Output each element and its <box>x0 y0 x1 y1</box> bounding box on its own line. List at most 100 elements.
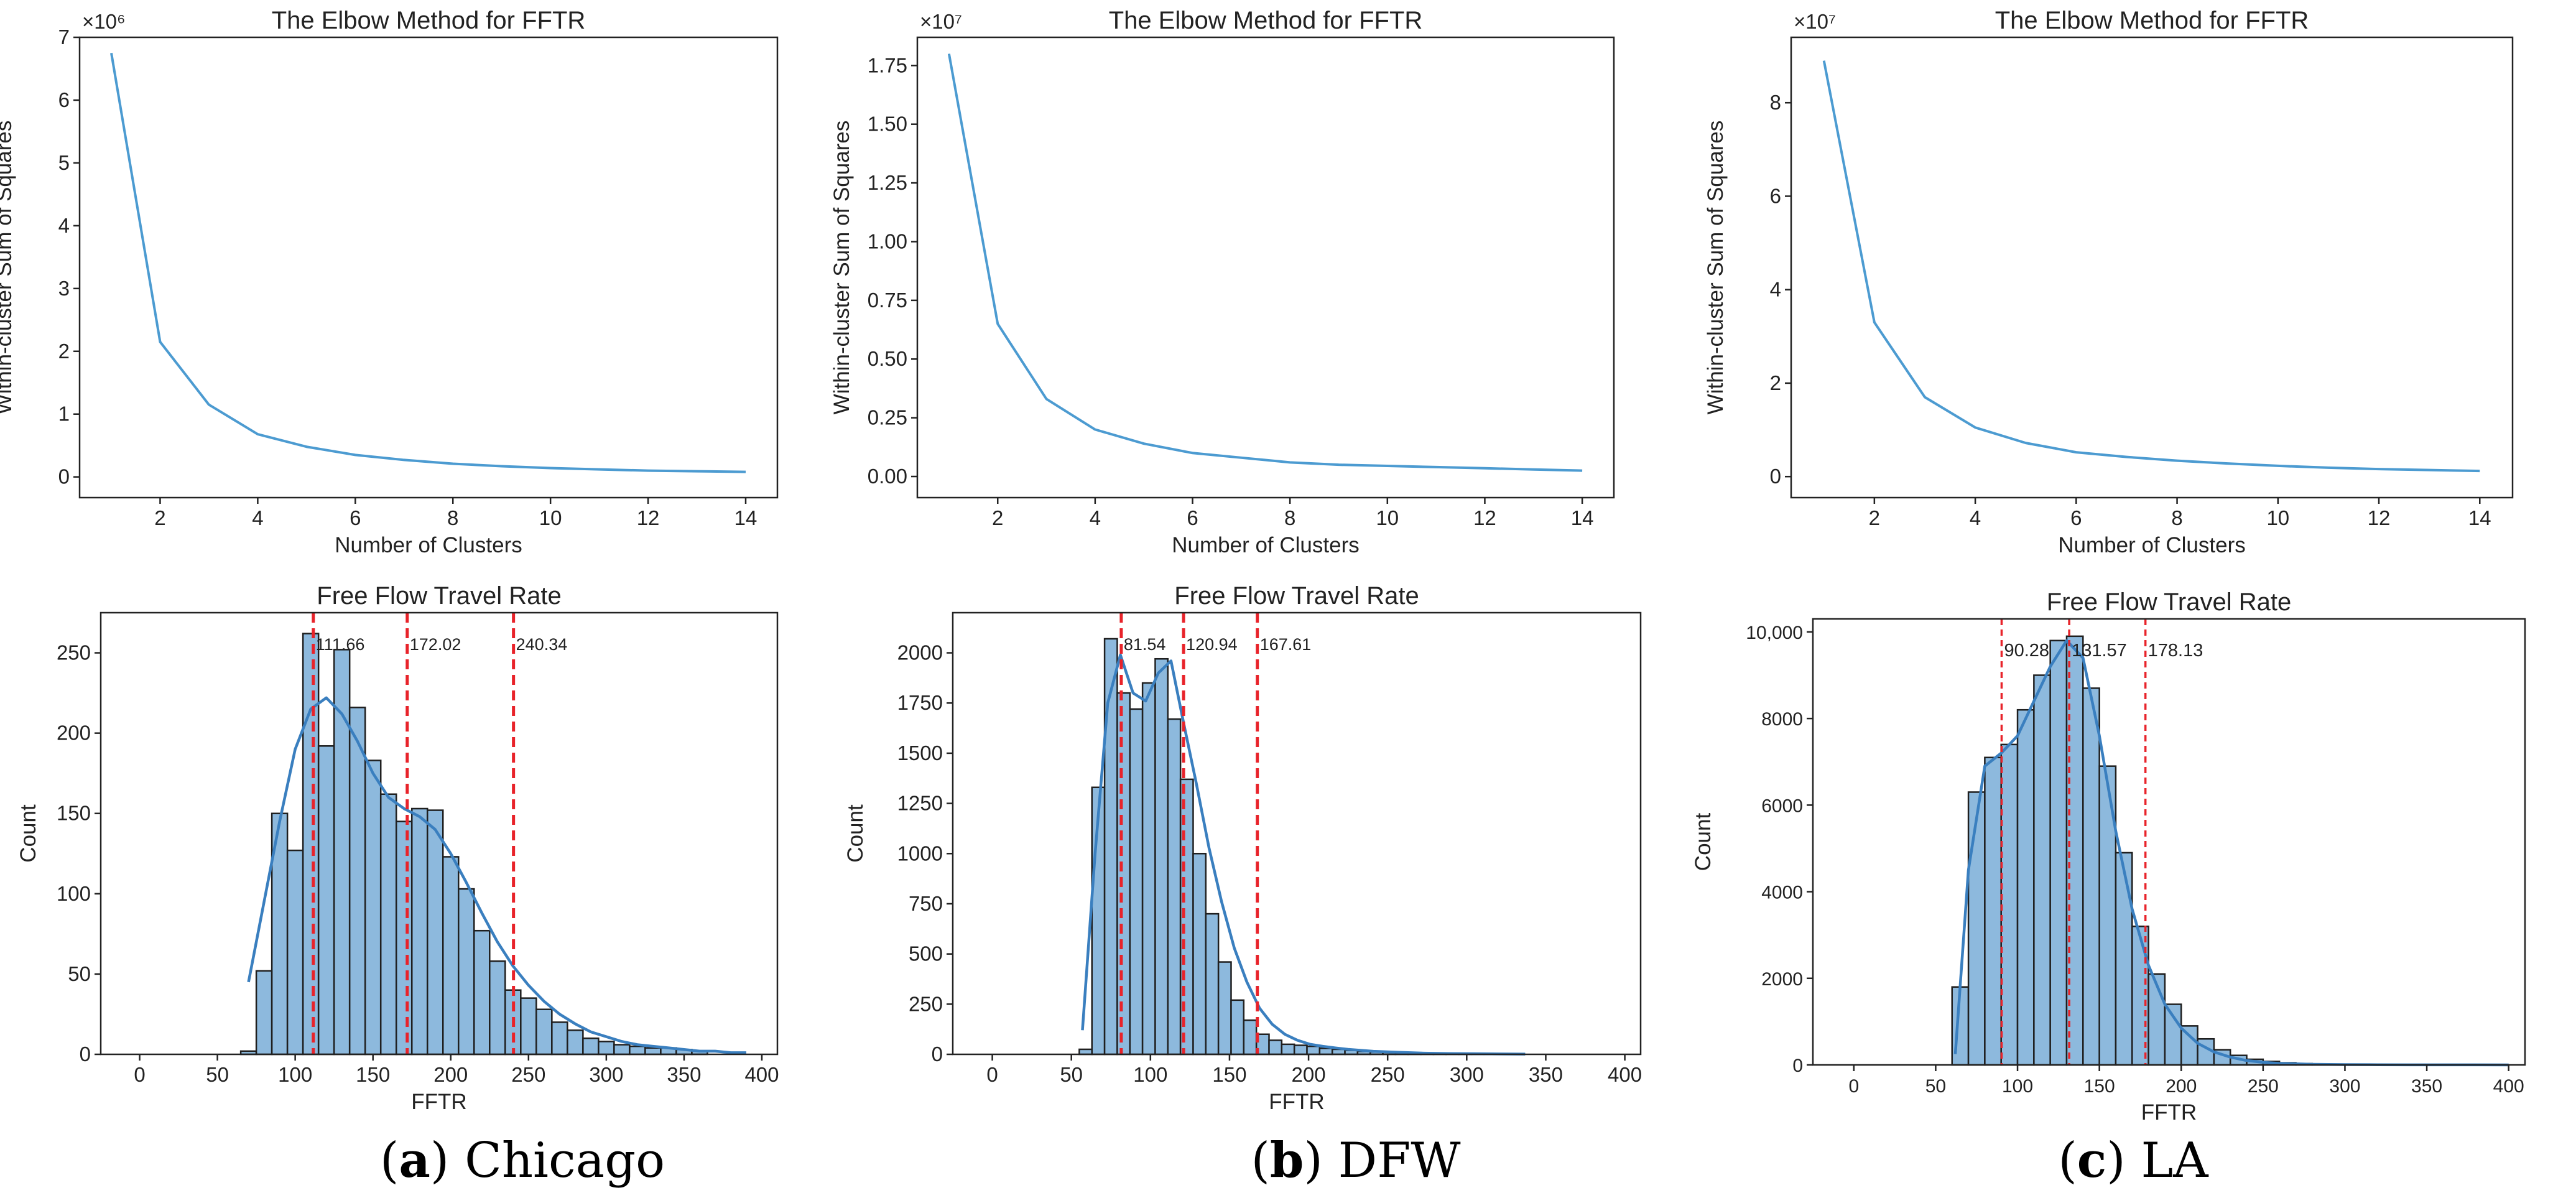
histogram-bar <box>1281 1043 1295 1056</box>
y-tick-label: 2 <box>58 340 70 363</box>
y-tick-label: 100 <box>57 882 91 905</box>
y-tick-label: 2 <box>1770 371 1781 394</box>
y-tick-label: 5 <box>58 151 70 174</box>
y-tick-label: 8 <box>1770 91 1781 114</box>
plot-frame <box>100 611 779 1056</box>
y-tick-label: 10,000 <box>1746 623 1803 643</box>
y-tick-label: 4 <box>58 214 70 237</box>
cluster-center-label: 167.61 <box>1260 635 1312 654</box>
histogram-bar <box>1243 1019 1258 1056</box>
histogram-bar <box>551 1021 568 1056</box>
x-tick-label: 400 <box>744 1063 779 1086</box>
cluster-center-label: 131.57 <box>2072 641 2127 661</box>
histogram-bar <box>1318 1047 1333 1056</box>
x-tick-label: 14 <box>1571 506 1594 529</box>
y-axis-label: Within-cluster Sum of Squares <box>1703 121 1728 415</box>
cluster-center-label: 111.66 <box>316 635 365 654</box>
x-tick-label: 8 <box>447 506 458 529</box>
histogram-bars <box>239 633 708 1056</box>
histogram-bar <box>255 970 273 1056</box>
x-tick-label: 100 <box>2002 1076 2033 1097</box>
x-tick-label: 14 <box>734 506 758 529</box>
y-tick-label: 0 <box>932 1043 943 1066</box>
y-axis-label: Count <box>16 804 40 863</box>
y-tick-label: 50 <box>68 962 91 985</box>
x-tick-label: 6 <box>1187 506 1198 529</box>
histogram-bar <box>2049 639 2068 1066</box>
histogram-bar <box>364 759 382 1056</box>
y-tick-label: 2000 <box>897 641 943 664</box>
x-tick-label: 2 <box>1869 506 1880 529</box>
cluster-center-label: 240.34 <box>516 635 568 654</box>
histogram-bar <box>1167 718 1182 1056</box>
x-tick-label: 10 <box>539 506 562 529</box>
y-tick-label: 0 <box>58 465 70 488</box>
y-tick-label: 0.25 <box>868 406 907 429</box>
histogram-bar <box>1103 638 1118 1056</box>
x-tick-label: 300 <box>2329 1076 2360 1097</box>
x-tick-label: 350 <box>667 1063 701 1086</box>
histogram-bar <box>2115 852 2133 1066</box>
histogram-bar <box>1116 692 1131 1056</box>
histogram-bars <box>1951 635 2509 1066</box>
y-tick-label: 0 <box>80 1043 91 1066</box>
x-tick-label: 300 <box>1450 1063 1484 1086</box>
elbow-line <box>947 53 1583 472</box>
x-tick-label: 250 <box>511 1063 545 1086</box>
x-tick-label: 50 <box>1060 1063 1083 1086</box>
y-tick-label: 8000 <box>1761 709 1803 730</box>
x-tick-label: 2 <box>154 506 165 529</box>
cluster-center-label: 178.13 <box>2148 641 2203 661</box>
x-tick-label: 4 <box>252 506 263 529</box>
y-tick-label: 6000 <box>1761 796 1803 816</box>
histogram-bar <box>1141 682 1156 1056</box>
histogram-bar <box>1205 913 1220 1056</box>
histogram-bar <box>333 649 351 1056</box>
histogram-bar <box>2164 1003 2182 1066</box>
chart-title: The Elbow Method for FFTR <box>272 7 586 34</box>
y-tick-label: 1750 <box>897 691 943 714</box>
axis-multiplier-label: ×10⁶ <box>82 10 126 33</box>
x-tick-label: 100 <box>1133 1063 1167 1086</box>
histogram-bar <box>520 997 537 1056</box>
y-tick-label: 0.50 <box>868 347 907 370</box>
x-tick-label: 14 <box>2468 506 2491 529</box>
y-tick-label: 0.00 <box>868 465 907 488</box>
x-axis-label: Number of Clusters <box>1172 533 1359 557</box>
histogram-bar <box>2082 687 2100 1066</box>
histogram-bar <box>302 633 320 1056</box>
chart-title: Free Flow Travel Rate <box>317 582 561 610</box>
histogram-bar <box>286 849 304 1056</box>
x-tick-label: 200 <box>1292 1063 1326 1086</box>
plot-frame <box>952 611 1642 1056</box>
histogram-bar <box>1984 756 2002 1066</box>
x-tick-label: 4 <box>1090 506 1101 529</box>
y-tick-label: 0 <box>1770 465 1781 488</box>
x-tick-label: 0 <box>134 1063 145 1086</box>
y-tick-label: 500 <box>909 942 943 965</box>
x-tick-label: 4 <box>1970 506 1981 529</box>
histogram-bar <box>629 1045 646 1056</box>
caption-a: (a) Chicago <box>379 1132 665 1189</box>
x-tick-label: 250 <box>1371 1063 1405 1086</box>
y-tick-label: 1.00 <box>868 230 907 253</box>
x-tick-label: 0 <box>986 1063 998 1086</box>
x-axis-label: FFTR <box>2141 1100 2197 1125</box>
chart-title: The Elbow Method for FFTR <box>1109 7 1423 34</box>
cluster-center-label: 81.54 <box>1124 635 1166 654</box>
y-tick-label: 1.25 <box>868 171 907 194</box>
x-tick-label: 10 <box>1376 506 1399 529</box>
histogram-bar <box>426 809 444 1056</box>
chart-b-elbow: The Elbow Method for FFTR ×10⁷ 2 4 6 8 10 12 14 0… <box>830 7 1615 557</box>
chart-a-histogram: Free Flow Travel Rate 111.66 172.02 240.34 0… <box>16 582 779 1114</box>
x-tick-label: 200 <box>433 1063 468 1086</box>
x-tick-label: 6 <box>350 506 361 529</box>
axis-multiplier-label: ×10⁷ <box>1794 10 1836 33</box>
x-tick-label: 6 <box>2070 506 2082 529</box>
plot-frame <box>1790 36 2514 499</box>
chart-c-elbow: The Elbow Method for FFTR ×10⁷ 2 4 6 8 10 12 14 0… <box>1703 7 2514 557</box>
y-tick-label: 7 <box>58 26 70 49</box>
histogram-bar <box>1268 1039 1283 1056</box>
x-tick-label: 250 <box>2248 1076 2279 1097</box>
kde-curve <box>247 696 746 1054</box>
